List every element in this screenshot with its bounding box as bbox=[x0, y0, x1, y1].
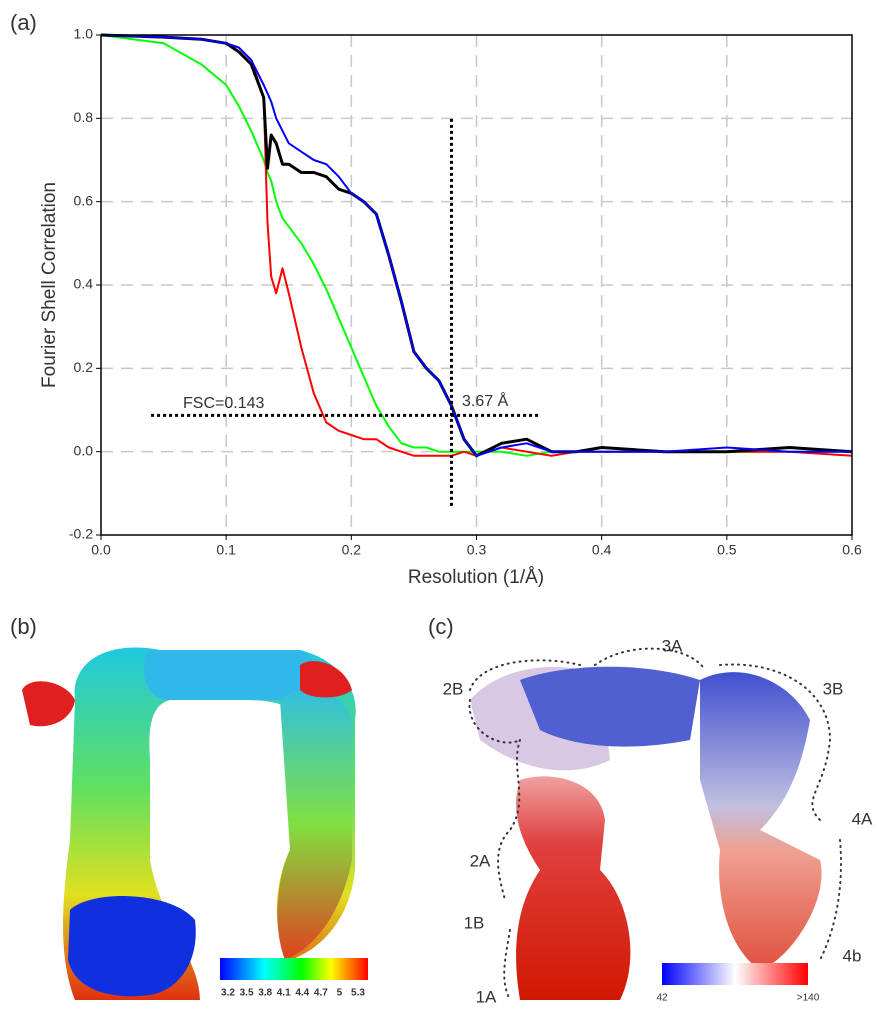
domain-label: 2B bbox=[443, 679, 464, 698]
domain-label: 4A bbox=[852, 809, 873, 828]
y-tick-label: 1.0 bbox=[74, 26, 94, 42]
colorbar-label: 3.2 bbox=[221, 988, 235, 999]
panel-label: (c) bbox=[428, 614, 454, 639]
domain-label: 2A bbox=[470, 851, 491, 870]
colorbar-label: 42 bbox=[656, 993, 668, 1004]
x-tick-label: 0.4 bbox=[592, 542, 612, 558]
y-tick-label: 0.6 bbox=[74, 192, 94, 208]
colorbar-label: 3.5 bbox=[240, 988, 254, 999]
annotation: FSC=0.143 bbox=[183, 395, 264, 412]
colorbar-label: 3.8 bbox=[258, 988, 272, 999]
fsc-line bbox=[100, 34, 852, 457]
colorbar-label: 5.3 bbox=[351, 988, 365, 999]
domain-label: 3B bbox=[823, 679, 844, 698]
colorbar-label: 4.7 bbox=[314, 988, 328, 999]
colorbar-label: 4.4 bbox=[295, 988, 309, 999]
plot-frame bbox=[100, 34, 853, 536]
panel-label: (a) bbox=[10, 10, 37, 35]
domain-label: 1B bbox=[464, 913, 485, 932]
y-tick-label: -0.2 bbox=[69, 526, 93, 542]
x-tick-label: 0.2 bbox=[342, 542, 362, 558]
x-axis-label: Resolution (1/Å) bbox=[408, 567, 544, 588]
annotation: 3.67 Å bbox=[462, 391, 509, 410]
density-map bbox=[22, 647, 356, 1000]
y-tick-label: 0.0 bbox=[74, 442, 94, 458]
y-tick-label: 0.2 bbox=[74, 359, 94, 375]
colorbar-label: 5 bbox=[337, 988, 343, 999]
x-tick-label: 0.5 bbox=[717, 542, 737, 558]
y-tick-label: 0.4 bbox=[74, 276, 94, 292]
fsc-plot: 0.0 0.1 0.2 0.3 0.4 0.5 0.6-0.20.00.20.40.60.8… bbox=[69, 26, 862, 558]
domain-labels: 3A 2B 3B 2A 4A 1B 4b 1A bbox=[443, 636, 873, 1006]
x-tick-label: 0.3 bbox=[467, 542, 487, 558]
colorbar bbox=[662, 963, 808, 985]
y-axis-label: Fourier Shell Correlation bbox=[39, 182, 60, 388]
y-tick-label: 0.8 bbox=[74, 109, 94, 125]
domain-label: 4b bbox=[843, 946, 862, 965]
atomic-model bbox=[468, 647, 842, 1001]
panel-label: (b) bbox=[10, 614, 37, 639]
domain-label: 3A bbox=[662, 636, 683, 655]
domain-label: 1A bbox=[476, 987, 497, 1006]
colorbar-labels: 3.2 3.5 3.8 4.1 4.4 4.7 5 5.3 bbox=[221, 988, 365, 999]
x-tick-label: 0.0 bbox=[91, 542, 111, 558]
colorbar bbox=[220, 958, 368, 980]
colorbar-label: 4.1 bbox=[277, 988, 291, 999]
x-tick-label: 0.1 bbox=[216, 542, 236, 558]
x-tick-label: 0.6 bbox=[842, 542, 862, 558]
colorbar-label: >140 bbox=[797, 993, 820, 1004]
